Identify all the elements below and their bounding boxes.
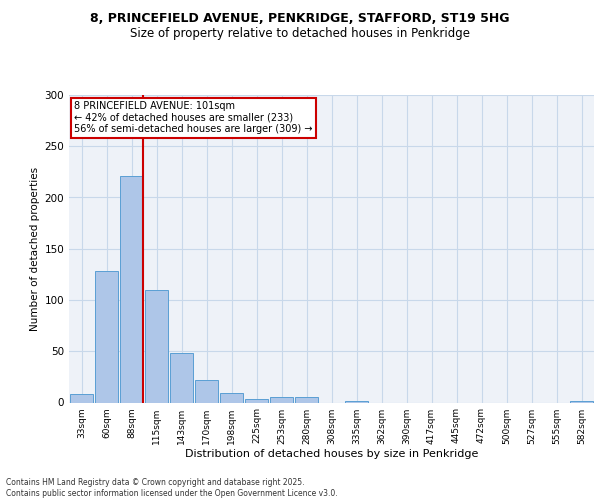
Bar (145, 290, 168, 403)
Bar (220, 394, 243, 402)
Bar (270, 398, 293, 402)
Bar (170, 354, 193, 403)
Bar (95, 272, 118, 402)
Bar (295, 398, 318, 402)
Bar (70, 394, 93, 402)
X-axis label: Distribution of detached houses by size in Penkridge: Distribution of detached houses by size … (185, 450, 478, 460)
Text: Size of property relative to detached houses in Penkridge: Size of property relative to detached ho… (130, 28, 470, 40)
Text: 8, PRINCEFIELD AVENUE, PENKRIDGE, STAFFORD, ST19 5HG: 8, PRINCEFIELD AVENUE, PENKRIDGE, STAFFO… (90, 12, 510, 26)
Bar (195, 380, 218, 402)
Text: 8 PRINCEFIELD AVENUE: 101sqm
← 42% of detached houses are smaller (233)
56% of s: 8 PRINCEFIELD AVENUE: 101sqm ← 42% of de… (74, 101, 313, 134)
Bar (245, 400, 268, 402)
Y-axis label: Number of detached properties: Number of detached properties (30, 166, 40, 331)
Bar (120, 176, 143, 402)
Text: Contains HM Land Registry data © Crown copyright and database right 2025.
Contai: Contains HM Land Registry data © Crown c… (6, 478, 338, 498)
